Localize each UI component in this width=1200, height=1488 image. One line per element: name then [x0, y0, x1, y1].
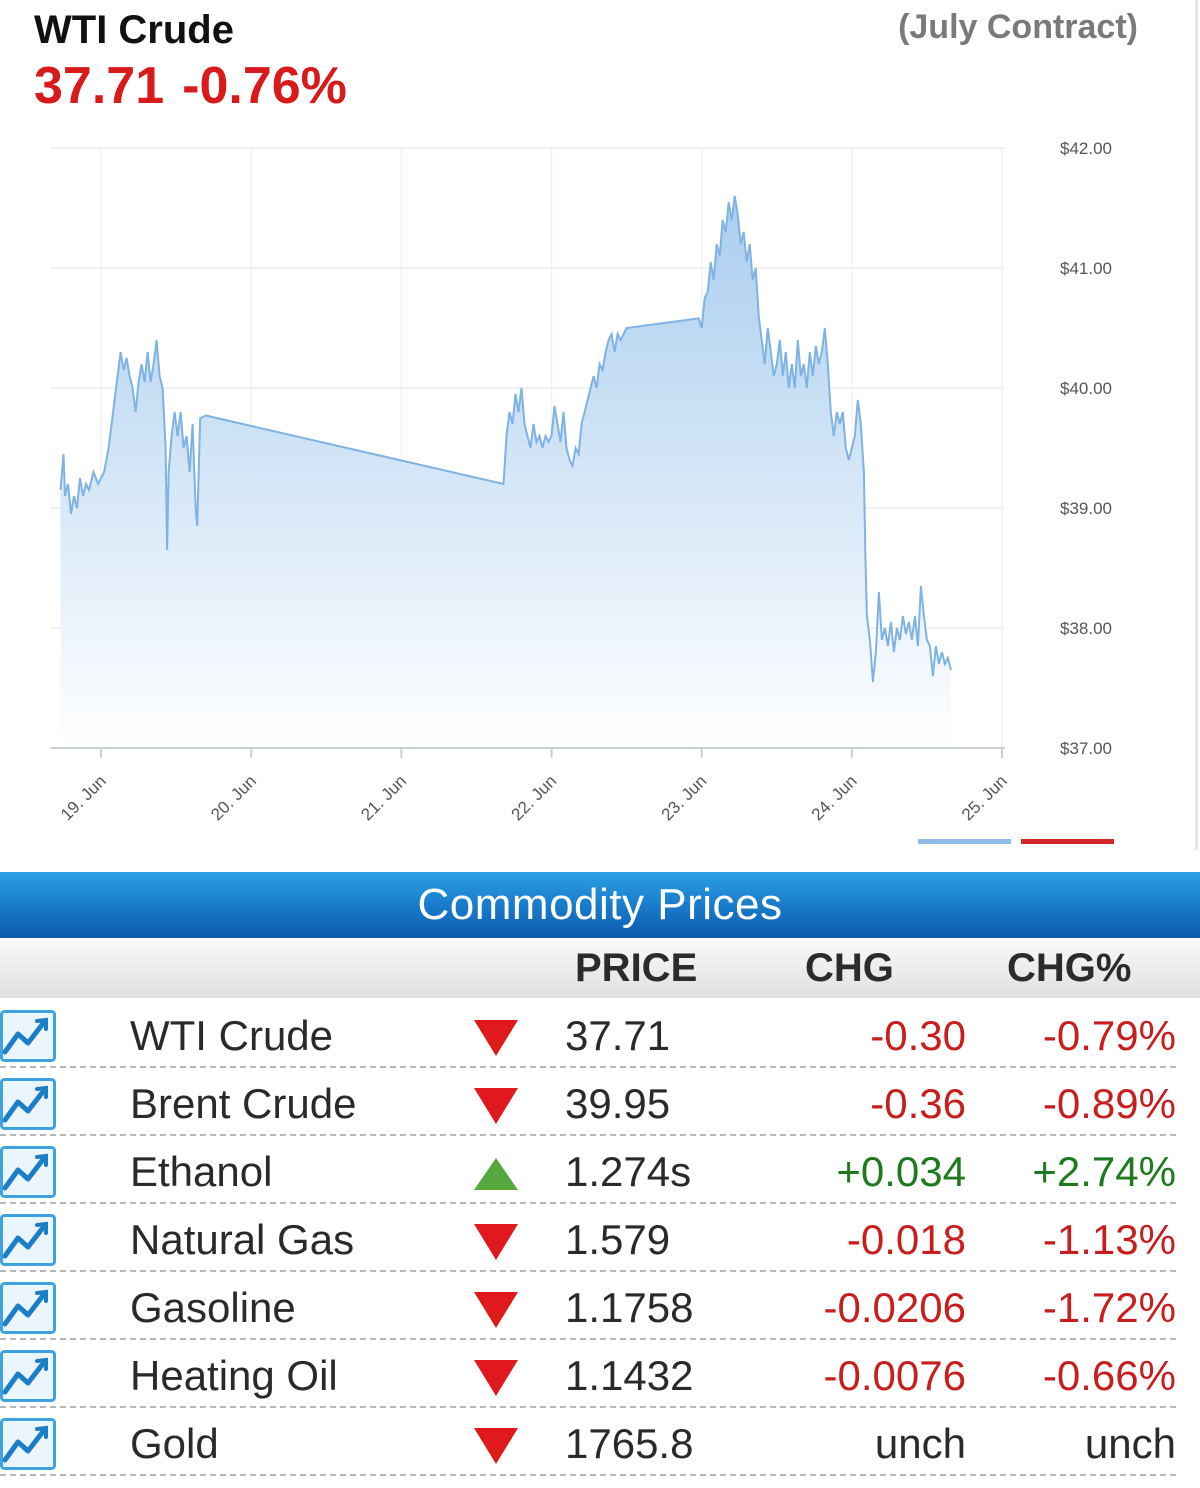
row-divider [0, 1338, 1176, 1340]
y-tick-label: $38.00 [1060, 619, 1112, 638]
x-tick-label: 24. Jun [808, 771, 861, 824]
commodity-change-percent: -0.79% [1042, 1012, 1176, 1059]
y-tick-label: $37.00 [1060, 739, 1112, 758]
last-price: 37.71 [34, 57, 165, 115]
commodity-change-percent: -1.13% [1042, 1216, 1176, 1263]
chart-line-icon[interactable] [0, 1078, 56, 1130]
down-triangle-icon [472, 1086, 520, 1126]
commodity-price: 1.1758 [565, 1284, 694, 1331]
down-triangle-icon [472, 1426, 520, 1466]
x-tick-label: 25. Jun [958, 771, 1011, 824]
chart-title: WTI Crude [34, 8, 234, 52]
row-divider [0, 1270, 1176, 1272]
legend-swatches[interactable] [918, 839, 1114, 844]
x-tick-label: 22. Jun [507, 771, 560, 824]
commodity-change-percent: -0.66% [1042, 1352, 1176, 1399]
commodity-change: unch [874, 1420, 966, 1467]
commodity-name[interactable]: Brent Crude [130, 1080, 357, 1127]
row-divider [0, 1202, 1176, 1204]
quote-line: 37.71 -0.76% [34, 56, 365, 116]
commodity-price: 1.274s [565, 1148, 692, 1195]
panel-border [1195, 0, 1198, 850]
y-tick-label: $41.00 [1060, 259, 1112, 278]
table-row[interactable]: Natural Gas 1.579 -0.018 -1.13% [0, 1204, 1200, 1272]
commodity-name[interactable]: Gasoline [130, 1284, 296, 1331]
commodity-name[interactable]: Natural Gas [130, 1216, 355, 1263]
commodity-change: -0.36 [870, 1080, 966, 1127]
y-tick-label: $39.00 [1060, 499, 1112, 518]
row-divider [0, 1474, 1176, 1476]
table-header: PRICE CHG CHG% [0, 938, 1200, 998]
chart-panel: WTI Crude 37.71 -0.76% (July Contract) 19… [0, 0, 1200, 850]
table-row[interactable]: WTI Crude 37.71 -0.30 -0.79% [0, 1000, 1200, 1068]
commodity-change: -0.018 [846, 1216, 966, 1263]
commodity-price: 1765.8 [565, 1420, 694, 1467]
table-row[interactable]: Gold 1765.8 unch unch [0, 1408, 1200, 1476]
chart-line-icon[interactable] [0, 1350, 56, 1402]
chart-line-icon[interactable] [0, 1282, 56, 1334]
chart-line-icon[interactable] [0, 1010, 56, 1062]
commodity-name[interactable]: WTI Crude [130, 1012, 334, 1059]
table-row[interactable]: Heating Oil 1.1432 -0.0076 -0.66% [0, 1340, 1200, 1408]
column-header-chg[interactable]: CHG [805, 946, 894, 990]
row-divider [0, 1134, 1176, 1136]
commodity-change: -0.30 [870, 1012, 966, 1059]
change-percent: -0.76% [182, 57, 347, 115]
x-axis: 19. Jun 20. Jun 21. Jun 22. Jun 23. Jun 24. J… [57, 748, 1011, 824]
x-tick-label: 23. Jun [658, 771, 711, 824]
table-row[interactable]: Ethanol 1.274s +0.034 +2.74% [0, 1136, 1200, 1204]
table-row[interactable]: Gasoline 1.1758 -0.0206 -1.72% [0, 1272, 1200, 1340]
commodity-change: +0.034 [836, 1148, 966, 1195]
legend-swatch[interactable] [1021, 839, 1114, 844]
down-triangle-icon [472, 1222, 520, 1262]
down-triangle-icon [472, 1358, 520, 1398]
down-triangle-icon [472, 1018, 520, 1058]
x-tick-label: 19. Jun [57, 771, 110, 824]
up-triangle-icon [472, 1154, 520, 1194]
price-chart[interactable]: 19. Jun 20. Jun 21. Jun 22. Jun 23. Jun 24. J… [0, 120, 1200, 850]
column-header-chg-pct[interactable]: CHG% [1007, 946, 1132, 990]
commodity-name[interactable]: Heating Oil [130, 1352, 338, 1399]
y-axis: $37.00 $38.00 $39.00 $40.00 $41.00 $42.00 [1060, 139, 1112, 758]
commodity-price: 1.579 [565, 1216, 671, 1263]
chart-line-icon[interactable] [0, 1214, 56, 1266]
x-tick-label: 21. Jun [357, 771, 410, 824]
price-area [60, 196, 951, 748]
contract-label: (July Contract) [898, 8, 1138, 46]
price-line [59, 195, 952, 683]
y-tick-label: $42.00 [1060, 139, 1112, 158]
chart-line-icon[interactable] [0, 1146, 56, 1198]
commodity-change-percent: unch [1084, 1420, 1176, 1467]
commodity-change-percent: -1.72% [1042, 1284, 1176, 1331]
row-divider [0, 1066, 1176, 1068]
commodity-price: 1.1432 [565, 1352, 694, 1399]
y-tick-label: $40.00 [1060, 379, 1112, 398]
commodity-prices-banner: Commodity Prices [0, 872, 1200, 938]
commodity-price: 39.95 [565, 1080, 671, 1127]
chart-line-icon[interactable] [0, 1418, 56, 1470]
column-header-price[interactable]: PRICE [575, 946, 698, 990]
commodity-change: -0.0206 [823, 1284, 966, 1331]
banner-title: Commodity Prices [417, 880, 783, 929]
legend-swatch[interactable] [918, 839, 1011, 844]
commodity-price: 37.71 [565, 1012, 671, 1059]
x-tick-label: 20. Jun [207, 771, 260, 824]
commodity-change: -0.0076 [823, 1352, 966, 1399]
commodity-name[interactable]: Ethanol [130, 1148, 273, 1195]
commodity-name[interactable]: Gold [130, 1420, 219, 1467]
table-row[interactable]: Brent Crude 39.95 -0.36 -0.89% [0, 1068, 1200, 1136]
row-divider [0, 1406, 1176, 1408]
commodity-change-percent: -0.89% [1042, 1080, 1176, 1127]
down-triangle-icon [472, 1290, 520, 1330]
commodity-change-percent: +2.74% [1032, 1148, 1176, 1195]
